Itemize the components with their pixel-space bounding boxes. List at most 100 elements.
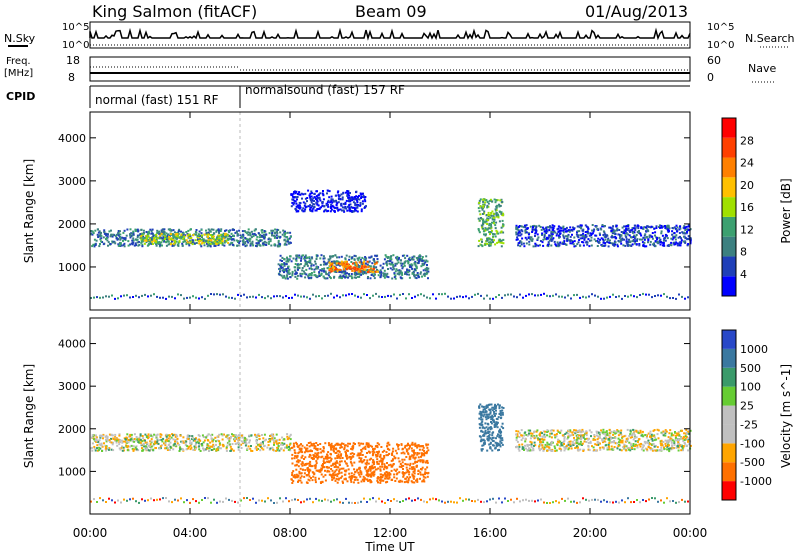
power-echo-cell xyxy=(109,235,112,238)
velocity-echo-cell xyxy=(326,457,329,460)
power-echo-cell xyxy=(341,206,344,209)
velocity-echo-cell xyxy=(229,436,232,439)
power-near-range-cell xyxy=(180,294,182,297)
power-near-range-cell xyxy=(153,293,155,296)
power-echo-cell xyxy=(322,263,325,266)
power-echo-cell xyxy=(235,231,238,234)
power-echo-cell xyxy=(345,207,348,210)
power-echo-cell xyxy=(215,237,218,240)
power-echo-cell xyxy=(244,245,247,248)
velocity-echo-cell xyxy=(486,435,489,438)
velocity-echo-cell xyxy=(105,440,108,443)
power-echo-cell xyxy=(247,238,250,241)
velocity-echo-cell xyxy=(322,450,325,453)
velocity-echo-cell xyxy=(419,459,422,462)
velocity-echo-cell xyxy=(371,454,374,457)
power-echo-cell xyxy=(346,266,349,268)
power-echo-cell xyxy=(478,199,481,202)
power-echo-cell xyxy=(106,233,109,236)
power-echo-cell xyxy=(318,275,321,277)
power-near-range-cell xyxy=(660,294,662,297)
velocity-echo-cell xyxy=(330,464,333,467)
power-echo-cell xyxy=(678,232,681,234)
power-echo-cell xyxy=(233,228,235,231)
velocity-echo-cell xyxy=(412,456,415,459)
velocity-echo-cell xyxy=(349,479,352,482)
power-echo-cell xyxy=(640,234,643,237)
velocity-echo-cell xyxy=(409,457,412,460)
power-echo-cell xyxy=(328,276,331,278)
velocity-echo-cell xyxy=(332,449,335,452)
power-echo-cell xyxy=(368,256,371,259)
power-echo-cell xyxy=(651,243,654,246)
power-echo-cell xyxy=(374,254,377,257)
power-echo-cell xyxy=(242,233,245,236)
power-echo-cell xyxy=(129,236,132,239)
velocity-echo-cell xyxy=(303,463,306,466)
velocity-echo-cell xyxy=(481,405,484,408)
velocity-echo-cell xyxy=(405,456,408,458)
power-echo-cell xyxy=(612,225,615,228)
velocity-echo-cell xyxy=(419,460,422,463)
power-echo-cell xyxy=(488,199,491,202)
power-echo-cell xyxy=(291,272,294,275)
velocity-echo-cell xyxy=(298,472,301,475)
velocity-echo-cell xyxy=(368,479,371,481)
power-near-range-cell xyxy=(402,293,404,295)
nsearch-label: N.Search xyxy=(745,32,795,45)
velocity-echo-cell xyxy=(380,476,382,478)
power-echo-cell xyxy=(362,194,365,197)
power-echo-cell xyxy=(579,224,582,227)
power-echo-cell xyxy=(678,242,681,245)
power-echo-cell xyxy=(372,265,375,268)
velocity-echo-cell xyxy=(164,439,167,442)
power-near-range-cell xyxy=(114,297,116,300)
power-echo-cell xyxy=(478,219,481,222)
power-echo-cell xyxy=(680,239,683,242)
power-echo-cell xyxy=(302,210,305,213)
power-echo-cell xyxy=(631,228,634,231)
power-echo-cell xyxy=(383,269,386,272)
power-echo-cell xyxy=(277,235,280,238)
velocity-echo-cell xyxy=(372,447,375,450)
velocity-echo-cell xyxy=(381,465,384,468)
velocity-echo-cell xyxy=(322,447,325,450)
velocity-echo-cell xyxy=(115,437,118,440)
power-echo-cell xyxy=(337,263,340,266)
velocity-echo-cell xyxy=(126,441,129,444)
power-echo-cell xyxy=(427,277,429,280)
velocity-echo-cell xyxy=(273,437,276,440)
power-echo-cell xyxy=(170,237,173,240)
velocity-echo-cell xyxy=(502,407,505,409)
velocity-echo-cell xyxy=(320,482,322,484)
power-echo-cell xyxy=(91,230,94,233)
velocity-echo-cell xyxy=(299,479,302,482)
power-near-range-cell xyxy=(303,295,305,298)
power-echo-cell xyxy=(215,229,218,232)
power-near-range-cell xyxy=(633,295,635,298)
velocity-echo-cell xyxy=(104,444,107,447)
power-echo-cell xyxy=(294,269,297,272)
power-echo-cell xyxy=(311,210,314,213)
power-echo-cell xyxy=(579,244,582,247)
velocity-echo-cell xyxy=(315,462,318,465)
velocity-echo-cell xyxy=(98,443,101,446)
power-echo-cell xyxy=(340,255,343,258)
power-near-range-cell xyxy=(93,296,95,299)
power-echo-cell xyxy=(161,244,163,247)
power-near-range-cell xyxy=(420,293,422,296)
velocity-echo-cell xyxy=(292,442,295,445)
velocity-echo-cell xyxy=(339,446,342,449)
velocity-echo-cell xyxy=(196,440,199,443)
power-echo-cell xyxy=(302,201,305,204)
velocity-echo-cell xyxy=(121,449,124,452)
power-echo-cell xyxy=(367,276,369,278)
power-echo-cell xyxy=(307,261,309,263)
power-echo-cell xyxy=(547,236,550,239)
velocity-echo-cell xyxy=(406,470,409,473)
power-echo-cell xyxy=(283,264,286,267)
velocity-echo-cell xyxy=(330,468,333,470)
power-echo-cell xyxy=(486,217,489,220)
velocity-echo-cell xyxy=(364,448,367,450)
power-echo-cell xyxy=(315,266,318,269)
